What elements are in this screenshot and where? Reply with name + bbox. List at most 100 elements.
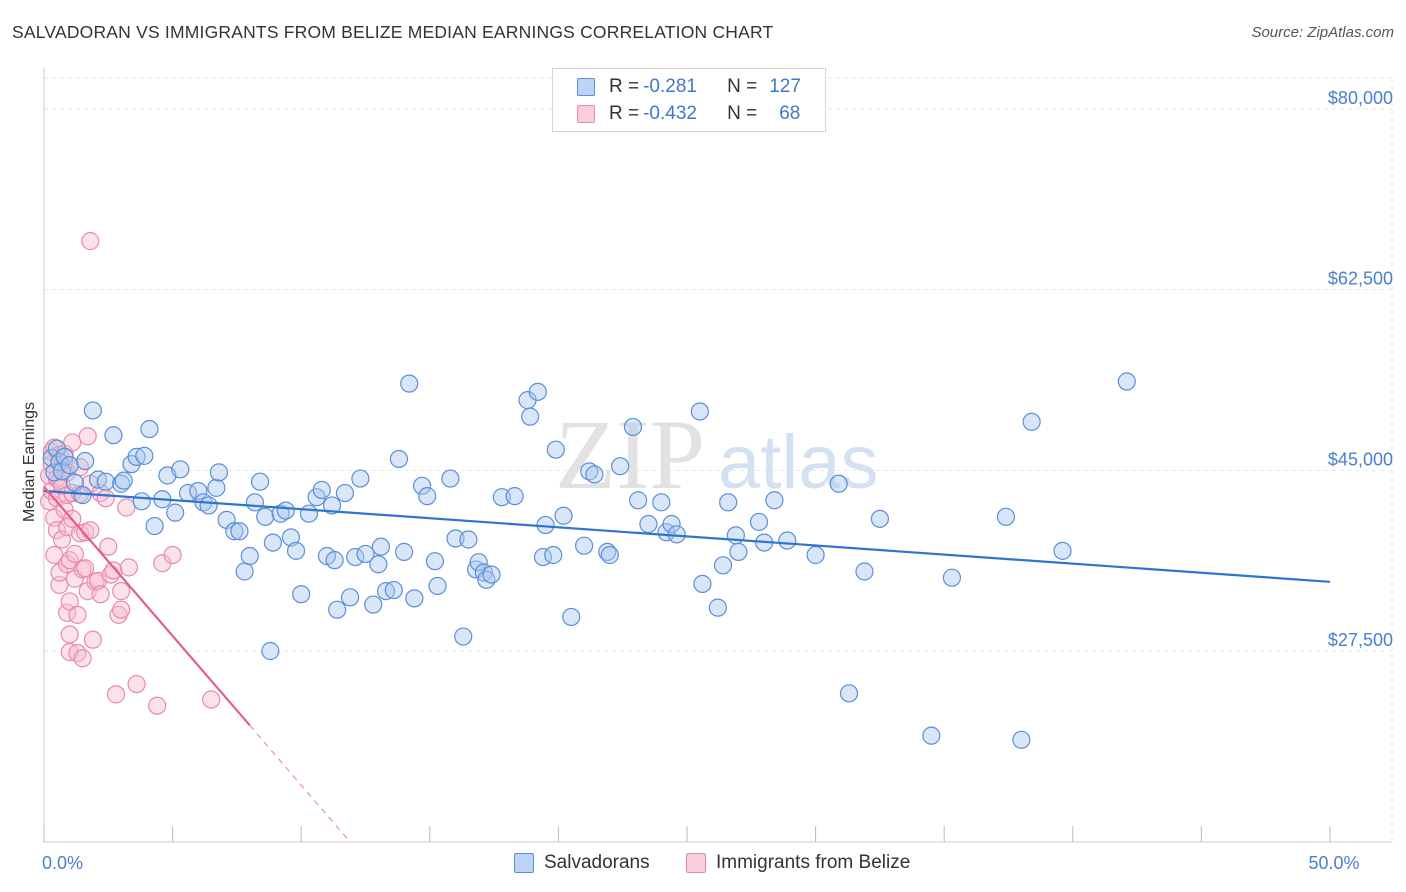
belize-point [112,600,131,619]
belize-trend-extension [249,724,351,843]
salvadoran-point [806,545,825,565]
salvadoran-point [765,491,784,510]
legend-label-salvadorans: Salvadorans [544,852,650,873]
salvadoran-point [114,471,133,490]
legend-n-value: 68 [779,103,801,124]
belize-point [78,427,97,446]
salvadoran-point [1117,372,1136,391]
belize-trend-line [43,486,251,727]
legend-label-belize: Immigrants from Belize [716,852,911,873]
watermark-atlas: atlas [718,420,879,505]
salvadoran-point [328,600,347,619]
salvadoran-point [364,595,383,614]
watermark: ZIP atlas [555,399,879,510]
y-tick-label: $62,500 [1328,269,1393,289]
salvadoran-point [839,684,859,703]
salvadoran-point [166,503,185,522]
salvadoran-point [199,496,218,515]
belize-point [68,643,87,663]
salvadoran-point [356,544,375,564]
salvadoran-point [546,440,565,459]
salvadoran-point [276,501,295,520]
salvadoran-point [652,493,671,512]
belize-point [127,674,146,694]
salvadoran-point [469,553,488,572]
salvadoran-point [83,401,102,420]
salvadoran-point [1022,412,1041,431]
salvadoran-point [855,562,874,581]
salvadoran-point [292,585,311,604]
belize-point [202,690,221,709]
salvadoran-point [492,488,511,507]
belize-point [117,498,136,517]
salvadoran-point [600,545,619,565]
salvadoran-point [505,487,524,506]
series-legend: Salvadorans Immigrants from Belize [0,852,1406,878]
pink-swatch-icon [577,105,595,123]
salvadoran-point [207,478,226,497]
salvadoran-point [389,449,409,469]
salvadoran-trend-line [43,489,1331,583]
salvadoran-point [441,469,460,488]
salvadoran-point [271,504,290,523]
salvadoran-point [922,726,941,745]
salvadoran-point [281,528,301,547]
salvadoran-point [340,588,360,607]
salvadoran-point [261,641,280,661]
salvadoran-point [829,474,848,493]
salvadoran-point [554,506,573,525]
belize-point [47,521,66,540]
salvadoran-point [405,589,424,608]
x-tick-label: 50.0% [1308,853,1359,873]
salvadoran-point [729,542,748,561]
salvadoran-point [384,580,403,600]
y-tick-labels: $27,500 $45,000 $62,500 $80,000 [1328,88,1393,650]
salvadoran-point [112,474,131,493]
salvadoran-point [394,542,414,561]
salvadoran-point [76,451,95,471]
salvadoran-point [639,514,658,534]
legend-r-value: -0.432 [643,103,697,124]
legend-n-value: 127 [769,76,801,97]
salvadoran-point [286,541,306,560]
salvadoran-point [870,509,890,528]
belize-point [91,585,110,604]
belize-point [163,545,182,565]
belize-point [112,582,131,601]
salvadoran-point [256,507,275,526]
belize-point [60,625,79,644]
salvadoran-point [127,447,146,467]
salvadoran-point [942,568,962,587]
salvadoran-point [418,487,437,506]
legend-r-value: -0.281 [643,76,697,97]
chart-source: Source: ZipAtlas.com [1251,24,1394,41]
salvadoran-point [693,574,712,593]
belize-point [81,232,100,251]
salvadoran-point [400,374,419,393]
legend-row-salvadorans: R = -0.281 N = 127 [577,74,801,100]
salvadoran-point [140,419,159,439]
y-tick-label: $45,000 [1328,449,1393,469]
legend-n-label: N = [727,103,758,124]
salvadoran-point [412,476,432,495]
salvadoran-point [335,483,355,503]
salvadoran-point [346,547,365,567]
salvadoran-point [454,627,473,646]
salvadoran-point [60,456,79,475]
salvadoran-point [778,531,797,550]
salvadoran-point [96,472,115,491]
salvadoran-point [351,469,370,488]
salvadoran-point [562,607,581,627]
salvadoran-point [1012,730,1031,749]
belize-points [40,232,221,715]
salvadoran-point [629,491,648,510]
belize-point [60,592,79,611]
blue-swatch-icon [514,853,534,873]
salvadoran-point [369,555,388,574]
salvadoran-point [322,496,342,515]
legend-item-salvadorans: Salvadorans [514,852,650,874]
x-tick-label: 0.0% [42,853,83,873]
salvadoran-point [580,462,599,481]
legend-row-belize: R = -0.432 N = 68 [577,101,800,127]
salvadoran-point [598,542,617,561]
